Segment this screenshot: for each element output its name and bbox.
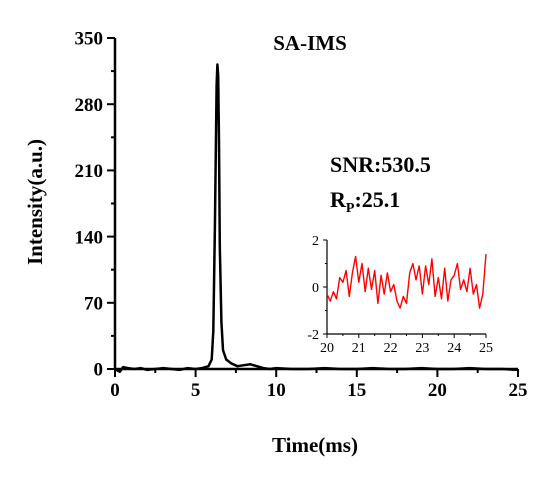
y-tick-label: 0 bbox=[94, 360, 104, 381]
inset-x-tick-label: 22 bbox=[384, 341, 398, 356]
inset-series-line bbox=[326, 254, 487, 309]
series-line bbox=[114, 63, 519, 374]
rp-annotation-value: :25.1 bbox=[354, 187, 400, 212]
inset-x-tick-label: 21 bbox=[352, 341, 366, 356]
inset-x-tick-label: 23 bbox=[415, 341, 429, 356]
x-tick-label: 5 bbox=[191, 380, 201, 401]
inset-plot: 20 21 22 23 24 25 -2 0 2 bbox=[307, 234, 493, 356]
y-tick-label: 140 bbox=[75, 227, 104, 248]
x-tick-label: 10 bbox=[267, 380, 286, 401]
inset-y-tick-label: 0 bbox=[312, 281, 319, 296]
chart-title: SA-IMS bbox=[273, 31, 347, 55]
inset-x-tick-label: 25 bbox=[479, 341, 493, 356]
rp-annotation: RP:25.1 bbox=[330, 187, 400, 216]
snr-annotation: SNR:530.5 bbox=[330, 152, 431, 177]
inset-x-tick-label: 24 bbox=[447, 341, 461, 356]
x-tick-label: 15 bbox=[347, 380, 366, 401]
rp-annotation-sub: P bbox=[346, 201, 355, 216]
rp-annotation-main: R bbox=[330, 187, 347, 212]
y-tick-label: 70 bbox=[84, 293, 103, 314]
inset-x-tick-label: 20 bbox=[320, 341, 334, 356]
x-tick-label: 25 bbox=[509, 380, 528, 401]
y-tick-label: 280 bbox=[75, 95, 104, 116]
y-axis-label: Intensity(a.u.) bbox=[23, 139, 47, 265]
y-tick-label: 350 bbox=[75, 29, 104, 50]
x-tick-label: 0 bbox=[110, 380, 120, 401]
inset-y-tick-label: -2 bbox=[307, 328, 319, 343]
x-tick-label: 20 bbox=[428, 380, 447, 401]
y-tick-label: 210 bbox=[75, 161, 104, 182]
x-axis-label: Time(ms) bbox=[272, 433, 358, 457]
inset-y-tick-label: 2 bbox=[312, 234, 319, 249]
